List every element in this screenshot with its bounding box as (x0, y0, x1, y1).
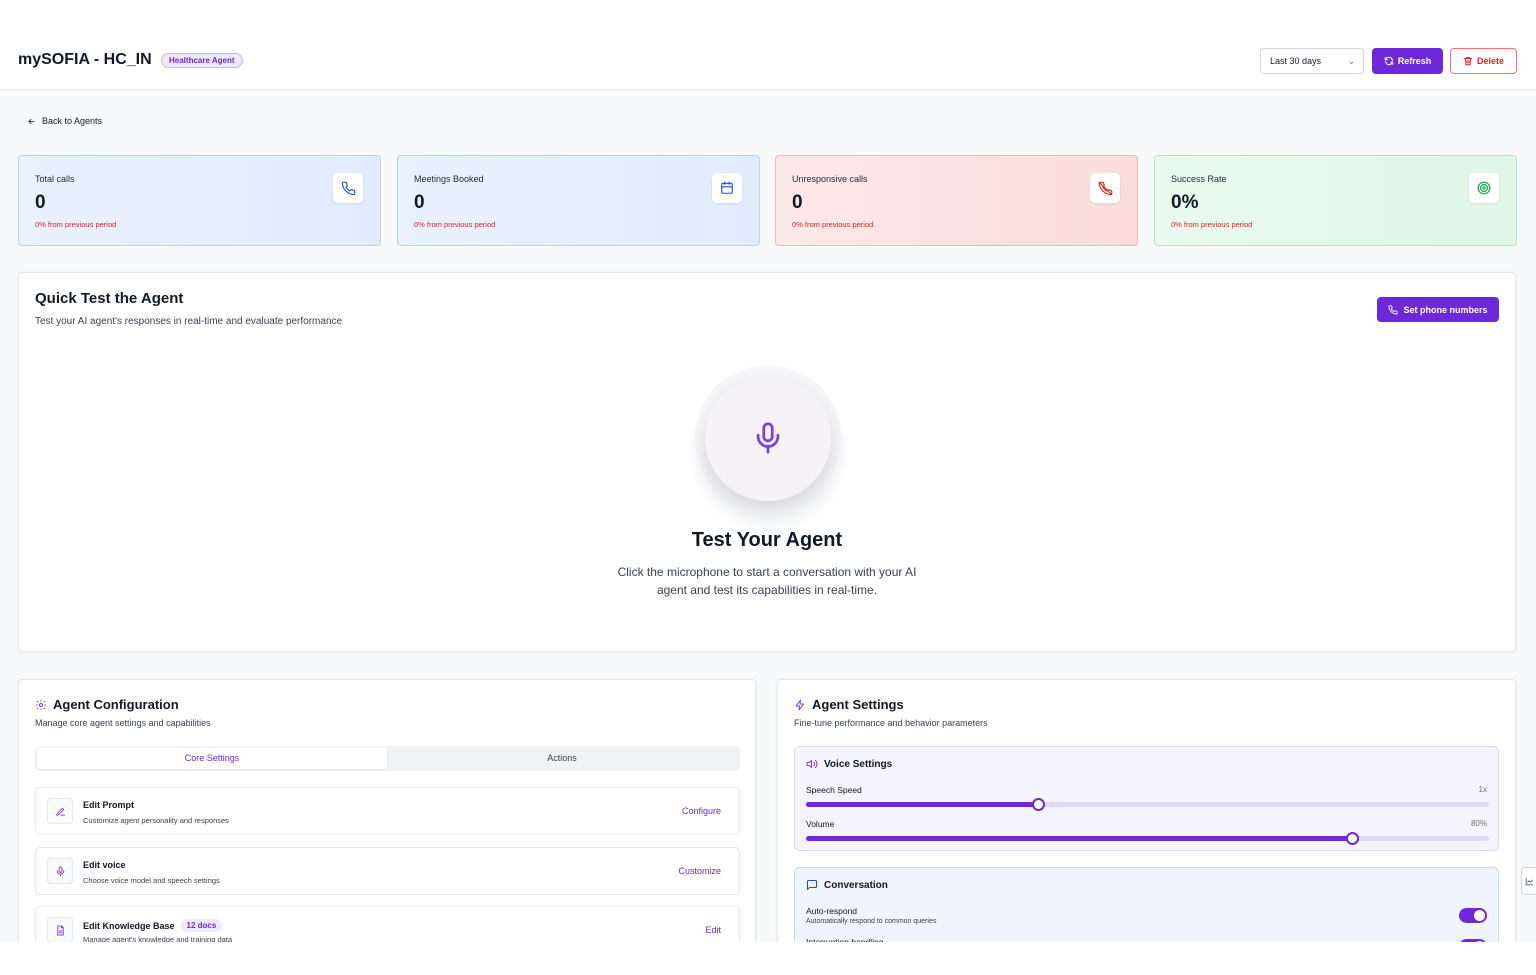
stat-value: 0% (1171, 192, 1199, 213)
edit-link[interactable]: Edit (705, 925, 721, 935)
conversation-title-text: Conversation (824, 879, 888, 891)
microphone-button[interactable] (705, 375, 831, 501)
customize-link[interactable]: Customize (678, 866, 721, 876)
config-item-desc: Customize agent personality and response… (83, 816, 229, 825)
config-item-name-text: Edit Knowledge Base (83, 920, 175, 931)
refresh-icon (1384, 56, 1393, 66)
test-agent-heading: Test Your Agent (691, 529, 843, 551)
quick-test-panel: Quick Test the Agent Test your AI agent'… (18, 272, 1516, 652)
agent-settings-panel: Agent Settings Fine-tune performance and… (777, 679, 1516, 975)
agent-settings-title-text: Agent Settings (812, 697, 904, 712)
conversation-title: Conversation (806, 879, 888, 891)
delete-label: Delete (1476, 56, 1504, 66)
date-range-select[interactable]: Last 30 days ⌄ (1260, 48, 1364, 74)
phone-icon (333, 173, 363, 203)
agent-settings-title: Agent Settings (794, 697, 904, 712)
agent-title: mySOFIA - HC_IN (18, 51, 152, 68)
agent-settings-subtitle: Fine-tune performance and behavior param… (794, 718, 988, 728)
speech-speed-label: Speech Speed (806, 785, 862, 795)
side-panel-toggle[interactable] (1521, 867, 1536, 895)
set-phone-numbers-button[interactable]: Set phone numbers (1377, 297, 1499, 322)
tab-actions[interactable]: Actions (547, 753, 577, 763)
toggle-knob (1474, 910, 1485, 921)
microphone-icon (47, 858, 73, 884)
config-item-desc: Choose voice model and speech settings (83, 876, 220, 885)
arrow-left-icon (28, 118, 35, 124)
agent-type-badge: Healthcare Agent (161, 53, 243, 68)
volume-slider[interactable] (806, 832, 1489, 845)
date-range-value: Last 30 days (1270, 56, 1322, 66)
target-icon (1469, 173, 1499, 203)
quick-test-subtitle: Test your AI agent's responses in real-t… (35, 316, 343, 327)
agent-configuration-title-text: Agent Configuration (53, 697, 179, 712)
document-icon (47, 917, 73, 943)
volume-fill (806, 836, 1353, 841)
delete-button[interactable]: Delete (1450, 48, 1517, 74)
stat-delta: 0% from previous period (414, 220, 496, 229)
configure-link[interactable]: Configure (681, 806, 721, 816)
stat-card-unresponsive-calls: Unresponsive calls 0 0% from previous pe… (775, 155, 1138, 246)
volume-label: Volume (806, 819, 835, 829)
phone-missed-icon (1090, 173, 1120, 203)
set-phone-numbers-label: Set phone numbers (1403, 304, 1488, 315)
microphone-icon (756, 422, 780, 454)
stat-delta: 0% from previous period (35, 220, 117, 229)
docs-count-badge: 12 docs (180, 919, 223, 932)
stat-delta: 0% from previous period (792, 220, 874, 229)
stat-card-meetings-booked: Meetings Booked 0 0% from previous perio… (397, 155, 760, 246)
gear-icon (36, 699, 46, 710)
refresh-button[interactable]: Refresh (1372, 48, 1443, 74)
calendar-icon (712, 173, 742, 203)
chat-bubble-icon (807, 880, 817, 890)
stat-label: Meetings Booked (414, 174, 484, 184)
chevron-down-icon: ⌄ (1347, 56, 1355, 66)
phone-icon (1388, 304, 1399, 315)
stat-label: Success Rate (1171, 174, 1227, 184)
speech-speed-value: 1x (1478, 785, 1487, 794)
speaker-icon (806, 760, 818, 768)
refresh-label: Refresh (1397, 56, 1432, 66)
stat-value: 0 (35, 192, 46, 213)
agent-configuration-title: Agent Configuration (35, 697, 179, 712)
volume-thumb[interactable] (1346, 832, 1360, 845)
stat-label: Total calls (35, 174, 75, 184)
stat-card-total-calls: Total calls 0 0% from previous period (18, 155, 381, 246)
speech-speed-thumb[interactable] (1032, 798, 1046, 811)
stat-value: 0 (792, 192, 803, 213)
back-link-label: Back to Agents (42, 116, 103, 126)
config-item-edit-prompt[interactable]: Edit Prompt Customize agent personality … (35, 787, 740, 835)
volume-value: 80% (1470, 819, 1487, 828)
speech-speed-fill (806, 802, 1039, 807)
voice-settings-title: Voice Settings (806, 758, 892, 770)
trash-icon (1463, 57, 1473, 66)
chart-icon (1525, 877, 1533, 885)
stat-value: 0 (414, 192, 425, 213)
auto-respond-toggle[interactable] (1459, 908, 1487, 923)
pencil-icon (47, 798, 73, 824)
quick-test-title: Quick Test the Agent (35, 290, 184, 307)
tab-core-settings[interactable]: Core Settings (37, 748, 387, 769)
config-item-edit-voice[interactable]: Edit voice Choose voice model and speech… (35, 847, 740, 895)
config-item-name: Edit voice (83, 860, 126, 870)
config-item-name: Edit Knowledge Base 12 docs (83, 919, 223, 932)
voice-settings-box: Voice Settings Speech Speed 1x Volume 80… (794, 746, 1499, 851)
voice-settings-title-text: Voice Settings (824, 758, 893, 770)
back-to-agents-link[interactable]: Back to Agents (27, 116, 102, 126)
stat-delta: 0% from previous period (1171, 220, 1253, 229)
viewport-bottom-edge (0, 942, 1536, 975)
agent-configuration-subtitle: Manage core agent settings and capabilit… (35, 718, 211, 728)
config-item-desc: Manage agent's knowledge and training da… (83, 935, 233, 944)
lightning-icon (795, 699, 804, 710)
auto-respond-desc: Automatically respond to common queries (806, 918, 937, 925)
agent-configuration-panel: Agent Configuration Manage core agent se… (18, 679, 756, 975)
auto-respond-label: Auto-respond (806, 906, 858, 916)
config-item-name: Edit Prompt (83, 800, 134, 810)
test-agent-description: Click the microphone to start a conversa… (617, 565, 917, 597)
stat-card-success-rate: Success Rate 0% 0% from previous period (1154, 155, 1517, 246)
stat-label: Unresponsive calls (792, 174, 868, 184)
speech-speed-slider[interactable] (806, 798, 1489, 811)
config-tabs: Core Settings Actions (35, 746, 740, 771)
top-header: mySOFIA - HC_IN Healthcare Agent Last 30… (0, 0, 1536, 90)
